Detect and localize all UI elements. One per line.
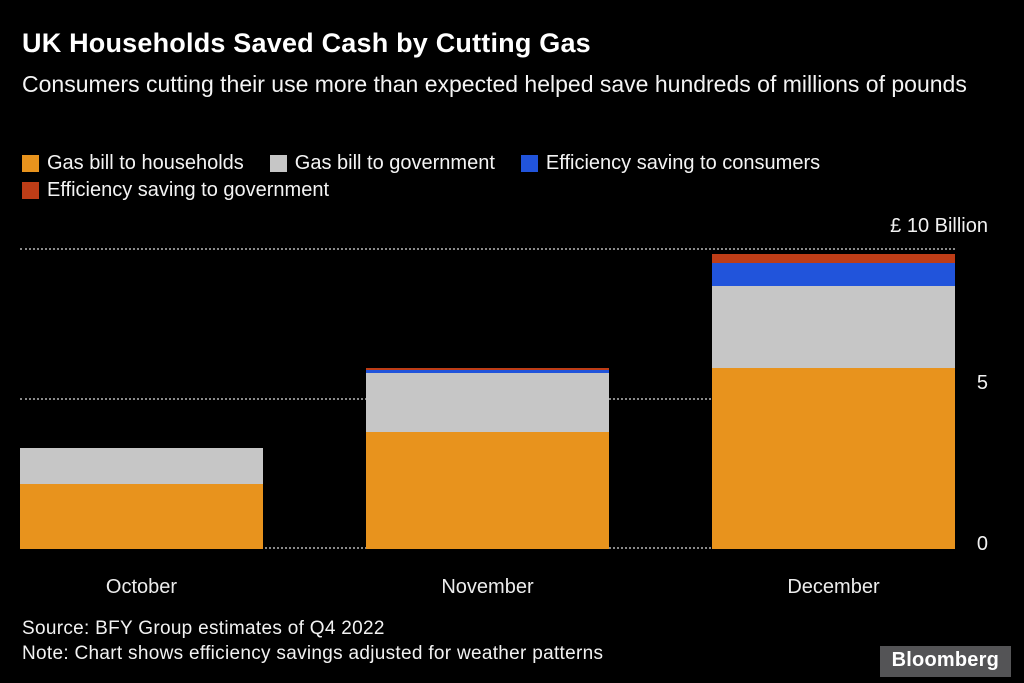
legend-label: Efficiency saving to government bbox=[47, 179, 330, 201]
bar-december bbox=[712, 248, 955, 549]
category-labels: October November December bbox=[20, 576, 955, 599]
bar-segment bbox=[712, 263, 955, 286]
chart-title: UK Households Saved Cash by Cutting Gas bbox=[22, 28, 591, 58]
bloomberg-logo: Bloomberg bbox=[879, 646, 1011, 677]
legend-item: Efficiency saving to consumers bbox=[520, 152, 821, 175]
note-text: Note: Chart shows efficiency savings adj… bbox=[22, 643, 604, 664]
category-label: November bbox=[441, 576, 534, 598]
bar-segment bbox=[20, 448, 263, 485]
category-label: October bbox=[105, 576, 178, 598]
bar-segment bbox=[366, 368, 609, 370]
legend-label: Efficiency saving to consumers bbox=[545, 152, 821, 174]
legend-swatch bbox=[22, 155, 39, 172]
bar-segment bbox=[712, 285, 955, 369]
bars bbox=[20, 248, 955, 549]
legend-item: Efficiency saving to government bbox=[22, 179, 329, 202]
bar-segment bbox=[366, 369, 609, 373]
source-text: Source: BFY Group estimates of Q4 2022 bbox=[22, 618, 385, 639]
legend-label: Gas bill to households bbox=[47, 152, 244, 174]
legend-item: Gas bill to households bbox=[22, 152, 244, 175]
chart-subtitle: Consumers cutting their use more than ex… bbox=[22, 71, 967, 97]
y-tick-label-5: 5 bbox=[976, 372, 988, 394]
legend-swatch bbox=[520, 155, 538, 172]
bar-october bbox=[20, 248, 263, 549]
bar-segment bbox=[366, 372, 609, 432]
bar-segment bbox=[712, 368, 955, 549]
y-tick-label-0: 0 bbox=[976, 533, 988, 555]
legend-item: Gas bill to government bbox=[269, 152, 495, 175]
gridline-10 bbox=[20, 248, 955, 250]
bar-segment bbox=[712, 254, 955, 264]
legend: Gas bill to households Gas bill to govern… bbox=[22, 152, 1007, 202]
y-axis-unit-label: £ 10 Billion bbox=[890, 215, 988, 237]
bar-segment bbox=[20, 484, 263, 549]
plot-area bbox=[20, 248, 955, 549]
legend-swatch bbox=[22, 182, 39, 199]
legend-label: Gas bill to government bbox=[294, 152, 495, 174]
legend-swatch bbox=[269, 155, 287, 172]
bar-segment bbox=[366, 431, 609, 549]
bar-november bbox=[366, 248, 609, 549]
category-label: December bbox=[787, 576, 880, 598]
